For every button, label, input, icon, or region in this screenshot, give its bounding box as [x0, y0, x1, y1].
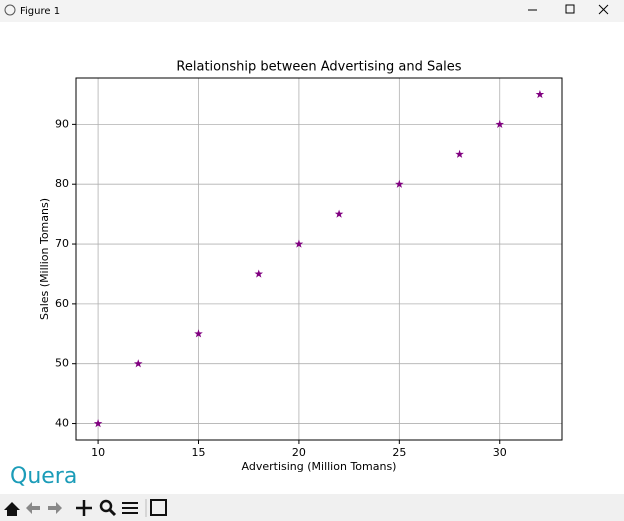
window-title: Figure 1 — [20, 6, 60, 17]
y-tick-label: 60 — [55, 297, 69, 310]
x-tick-label: 20 — [292, 446, 306, 459]
maximize-button[interactable] — [565, 4, 575, 14]
save-button[interactable] — [150, 499, 167, 516]
home-button[interactable] — [4, 502, 20, 516]
point — [455, 149, 464, 158]
y-axis-label: Sales (Million Tomans) — [38, 198, 51, 320]
y-tick-label: 40 — [55, 417, 69, 430]
app-icon — [4, 4, 16, 16]
title-bar — [0, 0, 624, 22]
point — [93, 419, 103, 428]
x-axis-label: Advertising (Million Tomans) — [242, 460, 397, 473]
point — [395, 179, 404, 188]
plot-frame — [75, 77, 563, 441]
y-tick-label: 90 — [55, 117, 69, 130]
close-button[interactable] — [598, 4, 609, 15]
chart-title: Relationship between Advertising and Sal… — [176, 60, 461, 75]
point — [535, 89, 545, 99]
pan-button[interactable] — [76, 500, 92, 516]
y-tick-label: 50 — [55, 357, 69, 370]
toolbar — [0, 494, 624, 521]
x-tick-label: 15 — [192, 446, 206, 459]
x-tick-label: 10 — [91, 446, 105, 459]
point — [495, 119, 505, 129]
zoom-button[interactable] — [99, 499, 117, 517]
y-tick-label: 70 — [55, 237, 69, 250]
x-tick-label: 25 — [392, 446, 406, 459]
x-tick-label: 30 — [493, 446, 507, 459]
point — [254, 269, 264, 278]
point — [294, 239, 304, 248]
point — [334, 209, 344, 218]
configure-button[interactable] — [122, 502, 138, 514]
point — [133, 359, 143, 368]
forward-button[interactable] — [48, 502, 62, 514]
back-button[interactable] — [26, 502, 40, 514]
point — [194, 329, 203, 338]
y-tick-label: 80 — [55, 177, 69, 190]
watermark: Quera — [10, 464, 77, 489]
